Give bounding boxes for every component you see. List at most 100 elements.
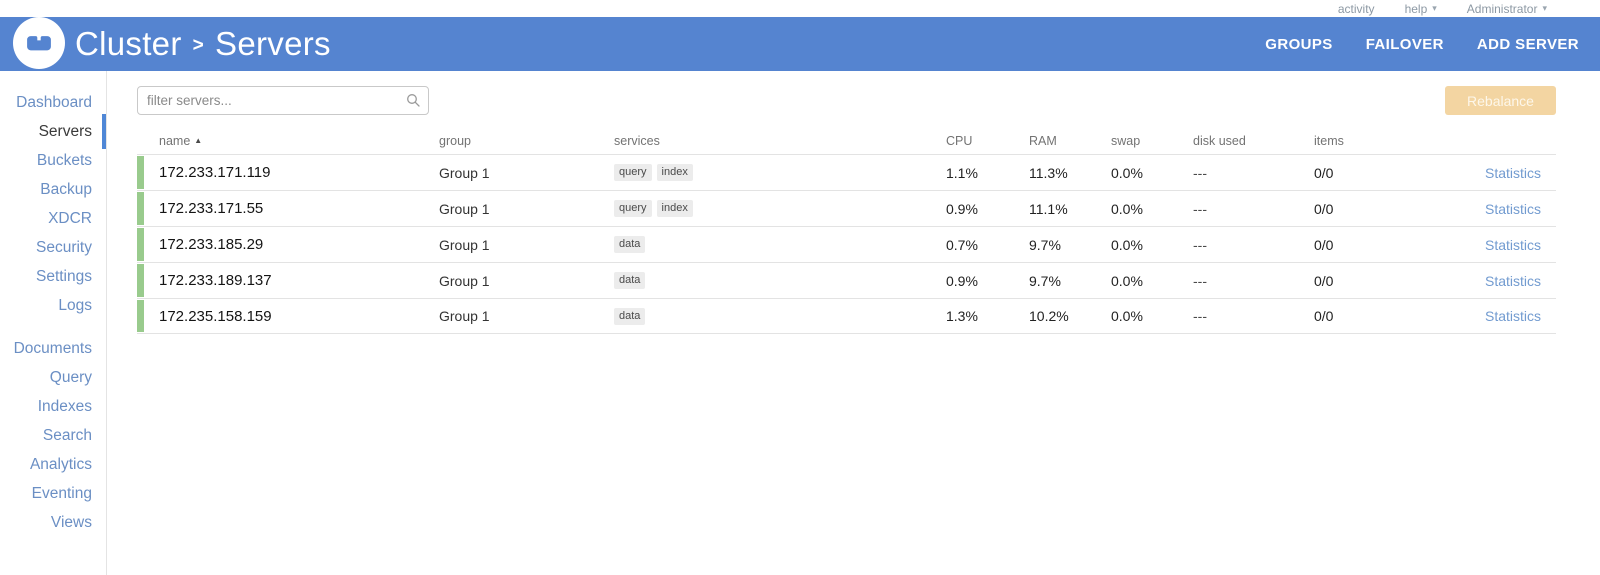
app-header: Cluster > Servers GROUPS FAILOVER ADD SE… — [0, 17, 1600, 71]
breadcrumb-separator-icon: > — [192, 35, 205, 56]
server-services: data — [614, 272, 946, 289]
statistics-link[interactable]: Statistics — [1484, 164, 1541, 181]
server-disk-used: --- — [1193, 164, 1207, 181]
column-header-swap[interactable]: swap — [1111, 134, 1141, 148]
sidebar-item-dashboard[interactable]: Dashboard — [16, 94, 92, 111]
utility-bar: activity help ▾ Administrator ▾ — [0, 0, 1600, 17]
activity-link[interactable]: activity — [1338, 2, 1375, 16]
sidebar-item-search[interactable]: Search — [42, 427, 92, 444]
statistics-link[interactable]: Statistics — [1484, 272, 1541, 289]
table-row[interactable]: 172.233.171.119 Group 1 query index 1.1%… — [137, 154, 1556, 190]
server-name: 172.235.158.159 — [159, 307, 272, 325]
server-swap: 0.0% — [1111, 164, 1143, 181]
server-swap: 0.0% — [1111, 272, 1143, 289]
sort-ascending-icon: ▲ — [194, 136, 203, 145]
server-services: query index — [614, 164, 946, 181]
sidebar-item-analytics[interactable]: Analytics — [29, 456, 92, 473]
server-group: Group 1 — [439, 308, 490, 324]
sidebar-item-views[interactable]: Views — [50, 514, 92, 531]
help-label: help — [1404, 1, 1428, 16]
statistics-link[interactable]: Statistics — [1484, 200, 1541, 217]
sidebar-item-buckets[interactable]: Buckets — [36, 152, 92, 169]
service-badge: data — [614, 236, 646, 253]
couchbase-logo[interactable] — [13, 17, 65, 69]
server-name: 172.233.185.29 — [159, 236, 264, 253]
sidebar-item-eventing[interactable]: Eventing — [31, 485, 92, 502]
caret-down-icon: ▾ — [1542, 3, 1547, 13]
server-cpu: 1.3% — [946, 308, 978, 324]
column-header-disk-used[interactable]: disk used — [1193, 134, 1246, 148]
server-group: Group 1 — [439, 164, 490, 181]
caret-down-icon: ▾ — [1432, 3, 1437, 13]
failover-button[interactable]: FAILOVER — [1365, 35, 1444, 53]
sidebar-section-divider — [0, 320, 106, 334]
server-group: Group 1 — [439, 272, 490, 289]
column-header-group[interactable]: group — [439, 134, 471, 148]
breadcrumb-parent[interactable]: Cluster — [75, 25, 182, 62]
server-group: Group 1 — [439, 236, 490, 253]
table-row[interactable]: 172.233.185.29 Group 1 data 0.7% 9.7% 0.… — [137, 226, 1556, 262]
server-swap: 0.0% — [1111, 236, 1143, 253]
server-cpu: 0.9% — [946, 272, 978, 289]
server-cpu: 1.1% — [946, 164, 978, 181]
sidebar-item-security[interactable]: Security — [36, 239, 92, 256]
sidebar-item-logs[interactable]: Logs — [58, 297, 92, 314]
groups-button[interactable]: GROUPS — [1265, 35, 1333, 53]
server-cpu: 0.9% — [946, 200, 978, 217]
server-health-bar — [137, 156, 144, 189]
sidebar-item-documents[interactable]: Documents — [13, 340, 92, 357]
table-row[interactable]: 172.233.171.55 Group 1 query index 0.9% … — [137, 190, 1556, 226]
service-badge: query — [614, 200, 652, 217]
sidebar-nav: Dashboard Servers Buckets Backup XDCR Se… — [0, 71, 107, 575]
service-badge: index — [656, 164, 693, 181]
server-health-bar — [137, 228, 144, 261]
sidebar-item-indexes[interactable]: Indexes — [37, 398, 92, 415]
help-menu[interactable]: help ▾ — [1405, 2, 1437, 16]
server-items: 0/0 — [1314, 308, 1334, 324]
table-row[interactable]: 172.235.158.159 Group 1 data 1.3% 10.2% … — [137, 298, 1556, 334]
table-header-row: name ▲ group services CPU RAM swap disk … — [137, 128, 1556, 154]
user-label: Administrator — [1466, 1, 1538, 16]
add-server-button[interactable]: ADD SERVER — [1476, 35, 1579, 53]
server-ram: 11.3% — [1029, 164, 1068, 181]
page-title: Servers — [215, 25, 331, 62]
server-items: 0/0 — [1314, 164, 1334, 181]
main-content: Rebalance name ▲ group services CPU RAM … — [107, 71, 1600, 575]
server-items: 0/0 — [1314, 272, 1334, 289]
service-badge: query — [614, 164, 652, 181]
server-items: 0/0 — [1314, 200, 1334, 217]
server-name: 172.233.171.55 — [159, 200, 264, 217]
statistics-link[interactable]: Statistics — [1484, 308, 1541, 324]
user-menu[interactable]: Administrator ▾ — [1467, 2, 1547, 16]
column-header-items[interactable]: items — [1314, 134, 1344, 148]
activity-label: activity — [1337, 1, 1375, 16]
rebalance-button[interactable]: Rebalance — [1445, 86, 1556, 115]
servers-table: name ▲ group services CPU RAM swap disk … — [137, 128, 1556, 334]
couchbase-couch-icon — [27, 36, 51, 51]
server-health-bar — [137, 192, 144, 225]
column-header-name[interactable]: name ▲ — [159, 134, 203, 148]
sidebar-item-backup[interactable]: Backup — [40, 181, 92, 198]
column-header-cpu[interactable]: CPU — [946, 134, 973, 148]
column-header-ram[interactable]: RAM — [1029, 134, 1057, 148]
server-disk-used: --- — [1193, 308, 1207, 324]
service-badge: data — [614, 307, 646, 325]
service-badge: data — [614, 272, 646, 289]
server-disk-used: --- — [1193, 272, 1207, 289]
server-name: 172.233.171.119 — [159, 164, 271, 181]
filter-servers-input[interactable] — [137, 86, 429, 115]
server-ram: 10.2% — [1029, 308, 1069, 324]
column-header-services[interactable]: services — [614, 134, 660, 148]
table-row[interactable]: 172.233.189.137 Group 1 data 0.9% 9.7% 0… — [137, 262, 1556, 298]
sidebar-item-query[interactable]: Query — [49, 369, 92, 386]
server-disk-used: --- — [1193, 236, 1207, 253]
server-ram: 9.7% — [1029, 272, 1061, 289]
sidebar-item-xdcr[interactable]: XDCR — [48, 210, 92, 227]
server-ram: 9.7% — [1029, 236, 1061, 253]
sidebar-item-servers[interactable]: Servers — [0, 114, 106, 149]
statistics-link[interactable]: Statistics — [1484, 236, 1541, 253]
servers-toolbar: Rebalance — [137, 86, 1556, 115]
sidebar-item-settings[interactable]: Settings — [35, 268, 92, 285]
server-services: query index — [614, 200, 946, 217]
server-services: data — [614, 236, 946, 253]
